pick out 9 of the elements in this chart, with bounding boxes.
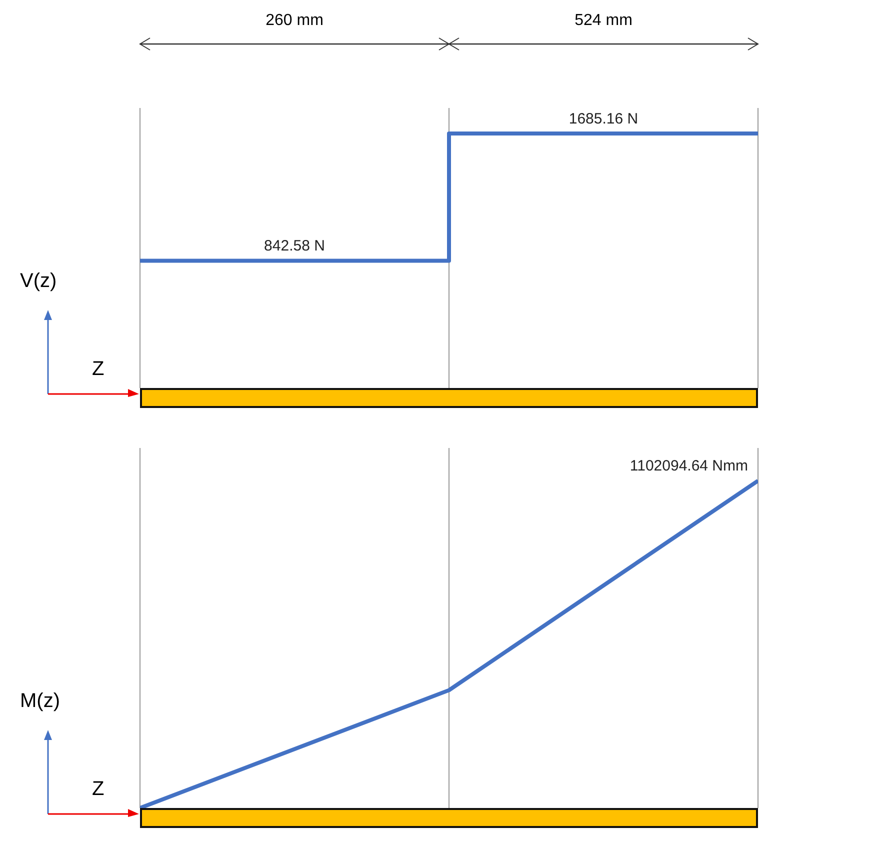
x-axis-title: Z [92, 778, 104, 801]
annotation: 842.58 N [264, 238, 325, 255]
x-axis-title: Z [92, 358, 104, 381]
y-axis-title: V(z) [20, 270, 57, 293]
y-axis-title: M(z) [20, 690, 60, 713]
text: 260 mm [264, 12, 324, 30]
text: 524 mm [574, 12, 634, 30]
annotation: 1685.16 N [568, 110, 638, 128]
text: 1102094.64 Nmm [630, 458, 748, 475]
